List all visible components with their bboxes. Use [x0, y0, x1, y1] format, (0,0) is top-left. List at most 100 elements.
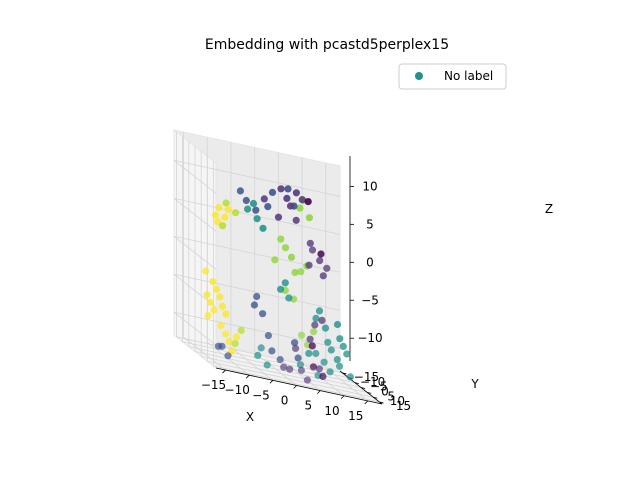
scatter-point-teal [285, 294, 293, 302]
x-tick-mark [364, 400, 369, 405]
x-tick-label: −5 [252, 388, 270, 402]
scatter-point-teal [263, 361, 271, 369]
scatter-point-purple [277, 185, 285, 193]
scatter-point-teal [324, 338, 332, 346]
scatter-point-yellow-green [222, 199, 230, 207]
scatter-point-blue [214, 342, 223, 350]
y-tick-label: −15 [354, 370, 379, 384]
x-tick-label: 15 [348, 409, 363, 423]
scatter-point-blue [284, 185, 292, 193]
scatter-point-teal [254, 351, 262, 359]
z-grid-line [173, 235, 341, 273]
scatter-point-purple [260, 195, 268, 203]
scatter-point-dark-purple [319, 372, 327, 380]
y-grid-line-floor [194, 351, 362, 388]
scatter-point-yellow [203, 291, 211, 299]
scatter-point-yellow [212, 285, 220, 293]
scatter-point-dark-purple [308, 342, 316, 350]
scatter-point-teal [336, 362, 344, 370]
scatter-point-teal [312, 349, 320, 358]
z-tick-label: 0 [366, 255, 374, 269]
scatter-point-purple [292, 216, 300, 224]
scatter-point-light-green [291, 268, 299, 277]
scatter-point-yellow [216, 293, 224, 301]
y-tick-mark [360, 387, 366, 389]
scatter-point-yellow [232, 333, 241, 341]
scatter-point-light-green [310, 328, 318, 336]
z-grid-line [173, 311, 341, 349]
scatter-point-purple [319, 272, 327, 280]
scatter-point-teal [333, 320, 342, 329]
scatter-point-yellow-green [232, 209, 240, 217]
scatter-point-light-green [305, 214, 313, 222]
y-tick-mark [342, 372, 347, 375]
scatter-point-yellow [224, 206, 232, 214]
x-axis-line [215, 367, 383, 405]
scatter-point-light-green [271, 256, 279, 264]
x-tick-mark [222, 369, 226, 374]
scatter-point-yellow [204, 312, 212, 320]
z-grid-line [173, 159, 341, 197]
z-tick-label: −10 [357, 331, 382, 345]
scatter-point-teal [320, 358, 328, 366]
z-tick-label: −5 [361, 293, 379, 307]
scatter-point-teal [257, 344, 265, 352]
data-points [202, 185, 354, 384]
scatter-point-yellow [215, 204, 223, 212]
scatter-point-teal [333, 356, 341, 364]
y-grid-line-floor [213, 365, 380, 403]
scatter-point-blue [264, 332, 272, 340]
scatter-point-purple [292, 189, 300, 197]
scatter-point-yellow [202, 267, 210, 275]
scatter-point-purple [286, 202, 295, 210]
y-tick-label: 5 [387, 389, 395, 403]
scatter-point-teal [343, 350, 351, 358]
scatter-point-yellow-green [219, 222, 227, 230]
legend-label: No label [444, 69, 493, 83]
y-grid-line-floor [201, 355, 368, 393]
scatter-point-yellow [211, 211, 219, 219]
scatter-point-teal [336, 335, 344, 343]
scatter-point-light-green [281, 244, 290, 252]
scatter-point-yellow-green [237, 326, 245, 334]
scatter-point-purple [303, 376, 311, 384]
scatter-point-yellow [210, 306, 218, 314]
legend-marker [415, 72, 423, 80]
scatter-point-blue [291, 339, 299, 347]
scatter-point-purple [280, 363, 288, 371]
scatter-point-blue [268, 188, 277, 196]
y-tick-label: 15 [396, 399, 411, 413]
scatter-point-teal [277, 285, 285, 293]
scatter-point-light-green [296, 204, 304, 212]
scatter-point-light-green [298, 331, 306, 339]
chart-title: Embedding with pcastd5perplex15 [205, 37, 449, 53]
scatter-point-purple [274, 213, 283, 221]
y-grid-line-floor [188, 346, 355, 384]
scatter-point-blue [259, 310, 267, 318]
z-axis-label: Z [545, 202, 553, 216]
scatter-point-light-green [277, 235, 285, 243]
scatter-point-teal [321, 324, 330, 332]
scatter-point-blue [253, 292, 261, 301]
scatter-point-yellow [222, 330, 230, 338]
scatter-point-blue [264, 203, 272, 211]
x-tick-mark [269, 380, 274, 384]
x-tick-mark [245, 374, 250, 379]
scatter-point-blue [252, 206, 260, 214]
scatter-point-blue [242, 196, 250, 205]
scatter-point-blue [294, 354, 302, 362]
scatter-point-teal [326, 368, 334, 376]
scatter-point-teal [253, 215, 261, 223]
x-tick-label: −10 [225, 383, 250, 397]
y-axis-label: Y [470, 377, 479, 391]
scatter-point-yellow [214, 218, 222, 226]
y-tick-label: 10 [390, 394, 405, 408]
scatter-point-yellow [217, 321, 225, 329]
scatter-point-purple [306, 335, 314, 343]
scatter-point-dark-purple [317, 250, 325, 258]
legend: No label [398, 63, 507, 90]
x-tick-mark [317, 390, 321, 394]
scatter-point-yellow [206, 298, 215, 306]
scatter-point-purple [318, 316, 326, 324]
